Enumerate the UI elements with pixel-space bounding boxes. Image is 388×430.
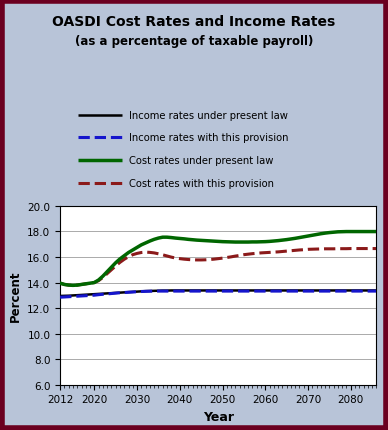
Text: (as a percentage of taxable payroll): (as a percentage of taxable payroll) (75, 35, 313, 48)
Text: Income rates under present law: Income rates under present law (129, 111, 288, 120)
Text: Income rates with this provision: Income rates with this provision (129, 133, 289, 143)
Text: OASDI Cost Rates and Income Rates: OASDI Cost Rates and Income Rates (52, 15, 336, 29)
Text: Cost rates with this provision: Cost rates with this provision (129, 178, 274, 188)
X-axis label: Year: Year (203, 410, 234, 423)
Y-axis label: Percent: Percent (9, 270, 22, 321)
Text: Cost rates under present law: Cost rates under present law (129, 156, 274, 166)
